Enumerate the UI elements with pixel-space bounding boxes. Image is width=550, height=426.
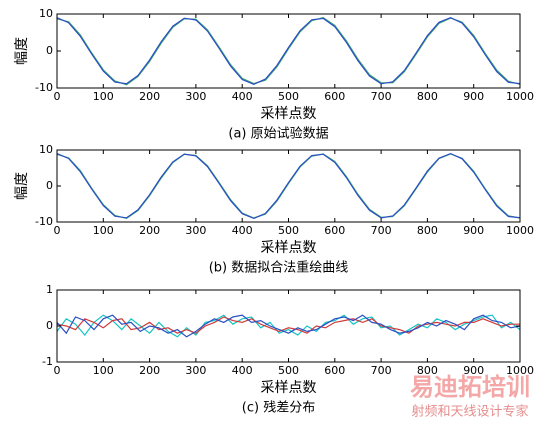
- y-tick-label: 0: [46, 179, 53, 192]
- x-tick-label: 100: [93, 364, 114, 377]
- x-axis-label: 采样点数: [261, 380, 317, 396]
- x-tick-label: 0: [54, 364, 61, 377]
- x-tick-label: 100: [93, 224, 114, 237]
- caption: (c) 残差分布: [242, 401, 315, 416]
- plot-frame: [56, 149, 521, 223]
- watermark-title: 易迪拓培训: [410, 373, 530, 401]
- x-axis-label: 采样点数: [261, 240, 317, 256]
- x-tick-label: 200: [139, 90, 160, 103]
- x-tick-label: 600: [324, 364, 345, 377]
- x-tick-label: 100: [93, 90, 114, 103]
- x-tick-label: 300: [185, 90, 206, 103]
- caption: (b) 数据拟合法重绘曲线: [209, 260, 349, 276]
- y-axis-label: 幅度: [14, 172, 30, 200]
- series-line: [56, 17, 521, 86]
- y-tick-label: -10: [35, 215, 53, 228]
- x-tick-label: 1000: [506, 224, 534, 237]
- y-tick-label: 10: [39, 143, 53, 156]
- y-tick-label: -10: [35, 81, 53, 94]
- x-tick-label: 200: [139, 364, 160, 377]
- watermark-subtitle: 射频和天线设计专家: [411, 404, 528, 420]
- x-tick-label: 500: [278, 364, 299, 377]
- series-line: [56, 314, 521, 338]
- x-tick-label: 900: [463, 224, 484, 237]
- x-tick-label: 900: [463, 364, 484, 377]
- x-tick-label: 1000: [506, 90, 534, 103]
- x-tick-label: 800: [417, 364, 438, 377]
- series-line: [56, 153, 521, 220]
- x-tick-label: 900: [463, 90, 484, 103]
- plot-frame: [56, 13, 521, 89]
- x-tick-label: 0: [54, 90, 61, 103]
- x-tick-label: 300: [185, 364, 206, 377]
- y-axis-label: 幅度: [14, 37, 30, 65]
- x-tick-label: 700: [371, 90, 392, 103]
- x-tick-label: 1000: [506, 364, 534, 377]
- x-tick-label: 800: [417, 224, 438, 237]
- x-tick-label: 600: [324, 90, 345, 103]
- x-tick-label: 200: [139, 224, 160, 237]
- series-line: [56, 314, 521, 338]
- y-tick-label: -1: [42, 355, 53, 368]
- plot-frame: [56, 289, 521, 363]
- series-line: [56, 316, 520, 334]
- x-tick-label: 600: [324, 224, 345, 237]
- series-line: [56, 17, 521, 85]
- x-tick-label: 400: [232, 90, 253, 103]
- y-tick-label: 0: [46, 44, 53, 57]
- x-tick-label: 700: [371, 224, 392, 237]
- y-tick-label: 10: [39, 7, 53, 20]
- y-tick-label: 0: [46, 319, 53, 332]
- caption: (a) 原始试验数据: [228, 126, 328, 142]
- x-tick-label: 500: [278, 224, 299, 237]
- x-tick-label: 800: [417, 90, 438, 103]
- x-tick-label: 400: [232, 224, 253, 237]
- x-tick-label: 0: [54, 224, 61, 237]
- x-tick-label: 400: [232, 364, 253, 377]
- series-line: [56, 152, 521, 220]
- y-tick-label: 1: [46, 283, 53, 296]
- x-tick-label: 300: [185, 224, 206, 237]
- x-tick-label: 700: [371, 364, 392, 377]
- x-tick-label: 500: [278, 90, 299, 103]
- x-axis-label: 采样点数: [261, 106, 317, 122]
